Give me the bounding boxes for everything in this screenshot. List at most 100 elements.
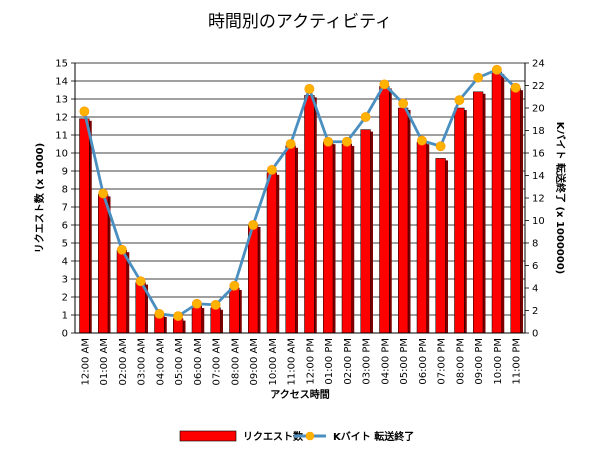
x-tick-label: 01:00 AM: [99, 338, 110, 385]
bar: [435, 158, 446, 334]
line-point: [360, 112, 371, 122]
line-point: [510, 82, 521, 93]
line-point: [98, 188, 109, 199]
bar-shade: [258, 227, 261, 333]
line-point: [416, 135, 427, 146]
bar-shade: [145, 284, 148, 333]
line-point: [491, 64, 502, 75]
y-tick-label: 8: [62, 185, 68, 196]
x-tick-label: 02:00 PM: [343, 338, 354, 385]
x-tick-label: 12:00 PM: [305, 338, 316, 385]
y2-axis-label: Kバイト 転送終了 (x 1000000): [554, 122, 567, 275]
x-tick-label: 11:00 AM: [287, 338, 298, 385]
bar: [473, 91, 484, 334]
gridlines: [75, 62, 525, 316]
bar: [116, 249, 127, 334]
x-tick-label: 07:00 PM: [437, 338, 448, 385]
line-point: [135, 276, 146, 287]
x-tick-label: 04:00 AM: [155, 338, 166, 385]
y2-tick-label: 16: [532, 149, 545, 160]
bar: [398, 107, 409, 334]
y2-tick-label: 24: [532, 59, 545, 70]
bar: [210, 307, 221, 334]
bar-shade: [501, 74, 505, 333]
y2-tick-label: 18: [532, 126, 545, 137]
y2-tick-label: 22: [532, 81, 545, 92]
x-tick-label: 05:00 PM: [399, 338, 410, 385]
line-point: [341, 136, 352, 147]
line-path: [83, 68, 517, 318]
line-point: [154, 308, 165, 319]
x-tick-label: 07:00 AM: [212, 338, 223, 385]
bar-shade: [408, 110, 411, 333]
y-tick-label: 12: [55, 113, 68, 124]
line-point: [435, 141, 446, 152]
bar: [98, 194, 109, 334]
bar: [285, 145, 296, 334]
y2-tick-label: 10: [532, 216, 545, 227]
y2-tick-label: 0: [532, 329, 538, 340]
bar: [491, 71, 502, 334]
y-tick-label: 3: [62, 275, 68, 286]
line-point: [116, 244, 127, 255]
legend-swatch-bar: [179, 430, 237, 442]
line-point: [473, 72, 484, 83]
y2-tick-label: 20: [532, 104, 545, 115]
bar: [304, 95, 315, 334]
bar: [266, 172, 277, 334]
y-tick-label: 13: [55, 95, 68, 106]
line-point: [323, 136, 334, 147]
x-tick-label: 05:00 AM: [174, 338, 185, 385]
bar-shade: [520, 90, 523, 333]
x-tick-label: 01:00 PM: [324, 338, 335, 385]
bar-shade: [483, 93, 486, 333]
bar-shade: [126, 252, 130, 333]
bar-shade: [89, 120, 92, 333]
bar: [360, 129, 371, 334]
bar: [379, 86, 390, 334]
x-tick-label: 08:00 PM: [455, 338, 466, 385]
line-point: [173, 311, 184, 322]
chart-title: 時間別のアクティビティ: [208, 12, 392, 32]
y-tick-label: 1: [62, 311, 68, 322]
line-point: [398, 98, 409, 109]
bar: [135, 282, 146, 334]
line-point: [304, 83, 315, 94]
line-point: [285, 139, 296, 149]
legend-label-kbytes: Kバイト 転送終了: [333, 430, 414, 443]
x-tick-label: 11:00 PM: [512, 338, 523, 385]
x-tick-label: 06:00 PM: [418, 338, 429, 385]
bar-shade: [239, 290, 242, 333]
line-point: [454, 95, 465, 106]
bar-shade: [108, 196, 111, 333]
x-axis-label: アクセス時間: [270, 388, 330, 401]
y-tick-label: 9: [62, 167, 68, 178]
line-point: [248, 220, 259, 230]
y-tick-label: 11: [55, 131, 68, 142]
legend: リクエスト数 Kバイト 転送終了: [179, 430, 414, 443]
y2-tick-label: 8: [532, 239, 538, 250]
y-tick-label: 10: [55, 149, 68, 160]
y2-tick-label: 12: [532, 194, 545, 205]
bar-series: [79, 71, 523, 334]
bar: [454, 107, 465, 334]
y-tick-label: 7: [62, 203, 68, 214]
y-tick-label: 0: [62, 329, 68, 340]
bar-shade: [183, 320, 186, 333]
line-point: [79, 106, 90, 117]
x-tick-label: 03:00 AM: [137, 338, 148, 385]
x-tick-label: 03:00 PM: [362, 338, 373, 385]
y-tick-label: 5: [62, 239, 68, 250]
bar: [191, 305, 202, 334]
bar-shade: [464, 110, 467, 333]
bar: [510, 87, 521, 334]
bar-shade: [389, 88, 392, 334]
bar-shade: [333, 144, 336, 333]
bar: [229, 287, 240, 334]
x-tick-label: 12:00 AM: [80, 338, 91, 385]
x-tick-label: 10:00 PM: [493, 338, 504, 385]
y-tick-label: 2: [62, 293, 68, 304]
